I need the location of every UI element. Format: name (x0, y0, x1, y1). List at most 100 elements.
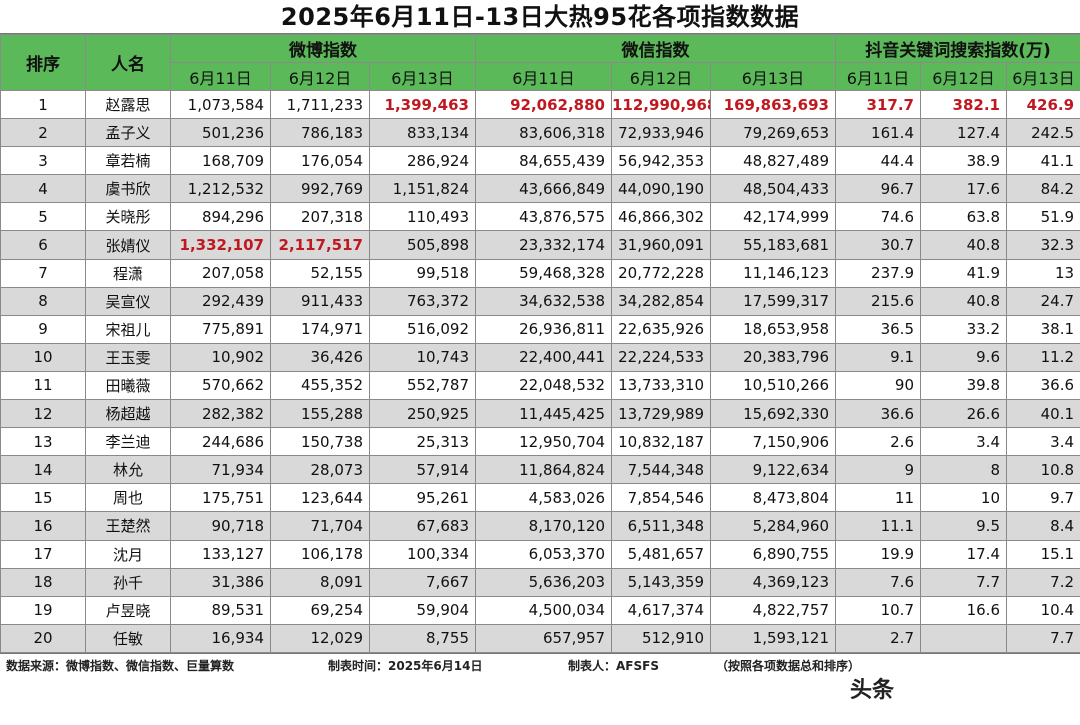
value-cell: 20,772,228 (611, 258, 711, 288)
table-row: 20 任敏 16,934 12,029 8,755 657,957 512,910 1,593… (0, 623, 1080, 653)
name-cell: 关晓彤 (85, 202, 171, 232)
index-table: 排序 人名 微博指数 微信指数 抖音关键词搜索指数(万) 6月11日 6月12日 6… (0, 34, 1080, 653)
value-cell: 2,117,517 (270, 230, 370, 260)
header-rank: 排序 (0, 34, 86, 91)
value-cell: 36.6 (835, 399, 921, 429)
footer-maker: 制表人：AFSFS (568, 658, 659, 673)
name-cell: 王玉雯 (85, 342, 171, 372)
value-cell: 95,261 (369, 483, 476, 513)
value-cell: 242.5 (1005, 118, 1080, 148)
value-cell: 22,048,532 (475, 370, 612, 401)
value-cell: 40.8 (920, 286, 1007, 316)
value-cell: 84,655,439 (475, 146, 612, 176)
name-cell: 赵露思 (85, 89, 171, 120)
value-cell: 38.1 (1005, 314, 1080, 344)
value-cell: 52,155 (270, 258, 370, 288)
value-cell: 7.2 (1005, 567, 1080, 597)
value-cell: 11.2 (1005, 342, 1080, 372)
value-cell: 833,134 (369, 118, 476, 148)
value-cell: 3.4 (920, 427, 1007, 457)
value-cell: 6,890,755 (710, 539, 836, 569)
table-row: 1 赵露思 1,073,584 1,711,233 1,399,463 92,062,88… (0, 89, 1080, 120)
value-cell: 5,481,657 (611, 539, 711, 569)
value-cell: 15.1 (1005, 539, 1080, 569)
value-cell: 15,692,330 (710, 399, 836, 429)
value-cell: 426.9 (1005, 89, 1080, 120)
value-cell: 13,729,989 (611, 399, 711, 429)
value-cell: 9.5 (920, 511, 1007, 541)
value-cell: 79,269,653 (710, 118, 836, 148)
value-cell: 57,914 (369, 455, 476, 485)
table-row: 12 杨超越 282,382 155,288 250,925 11,445,425 13,7… (0, 399, 1080, 429)
value-cell: 22,224,533 (611, 342, 711, 372)
value-cell: 71,704 (270, 511, 370, 541)
value-cell: 1,073,584 (170, 89, 271, 120)
value-cell: 48,504,433 (710, 174, 836, 204)
value-cell: 110,493 (369, 202, 476, 232)
value-cell: 90 (835, 370, 921, 401)
value-cell (920, 623, 1007, 653)
table-row: 16 王楚然 90,718 71,704 67,683 8,170,120 6,511,34… (0, 511, 1080, 541)
value-cell: 10,510,266 (710, 370, 836, 401)
value-cell: 1,212,532 (170, 174, 271, 204)
value-cell: 17,599,317 (710, 286, 836, 316)
value-cell: 41.9 (920, 258, 1007, 288)
value-cell: 9.6 (920, 342, 1007, 372)
value-cell: 1,711,233 (270, 89, 370, 120)
value-cell: 911,433 (270, 286, 370, 316)
value-cell: 127.4 (920, 118, 1007, 148)
value-cell: 10,902 (170, 342, 271, 372)
value-cell: 9.7 (1005, 483, 1080, 513)
rank-cell: 3 (0, 146, 86, 176)
value-cell: 36.5 (835, 314, 921, 344)
header-date: 6月12日 (611, 62, 711, 91)
name-cell: 孙千 (85, 567, 171, 597)
table-row: 7 程潇 207,058 52,155 99,518 59,468,328 20,772,2… (0, 258, 1080, 288)
rank-cell: 12 (0, 399, 86, 429)
name-cell: 沈月 (85, 539, 171, 569)
value-cell: 74.6 (835, 202, 921, 232)
footer-made-time: 制表时间：2025年6月14日 (328, 658, 483, 673)
header-date: 6月11日 (835, 62, 921, 91)
value-cell: 63.8 (920, 202, 1007, 232)
rank-cell: 9 (0, 314, 86, 344)
value-cell: 96.7 (835, 174, 921, 204)
value-cell: 286,924 (369, 146, 476, 176)
value-cell: 11.1 (835, 511, 921, 541)
rank-cell: 7 (0, 258, 86, 288)
value-cell: 44.4 (835, 146, 921, 176)
table-row: 3 章若楠 168,709 176,054 286,924 84,655,439 56,94… (0, 146, 1080, 176)
value-cell: 4,822,757 (710, 595, 836, 625)
value-cell: 10.7 (835, 595, 921, 625)
name-cell: 虞书欣 (85, 174, 171, 204)
rank-cell: 5 (0, 202, 86, 232)
value-cell: 36,426 (270, 342, 370, 372)
value-cell: 5,284,960 (710, 511, 836, 541)
value-cell: 9.1 (835, 342, 921, 372)
page-title: 2025年6月11日-13日大热95花各项指数数据 (0, 0, 1080, 34)
name-cell: 卢昱晓 (85, 595, 171, 625)
value-cell: 4,583,026 (475, 483, 612, 513)
value-cell: 56,942,353 (611, 146, 711, 176)
rank-cell: 4 (0, 174, 86, 204)
rank-cell: 15 (0, 483, 86, 513)
header-date: 6月12日 (270, 62, 370, 91)
value-cell: 2.7 (835, 623, 921, 653)
header-date: 6月13日 (369, 62, 476, 91)
value-cell: 10.8 (1005, 455, 1080, 485)
name-cell: 任敏 (85, 623, 171, 653)
value-cell: 244,686 (170, 427, 271, 457)
header-date: 6月11日 (170, 62, 271, 91)
footer: 数据来源：微博指数、微信指数、巨量算数 制表时间：2025年6月14日 制表人：… (0, 652, 1080, 678)
value-cell: 501,236 (170, 118, 271, 148)
value-cell: 3.4 (1005, 427, 1080, 457)
value-cell: 32.3 (1005, 230, 1080, 260)
value-cell: 992,769 (270, 174, 370, 204)
value-cell: 16.6 (920, 595, 1007, 625)
name-cell: 吴宣仪 (85, 286, 171, 316)
rank-cell: 13 (0, 427, 86, 457)
value-cell: 237.9 (835, 258, 921, 288)
value-cell: 282,382 (170, 399, 271, 429)
value-cell: 89,531 (170, 595, 271, 625)
rank-cell: 2 (0, 118, 86, 148)
